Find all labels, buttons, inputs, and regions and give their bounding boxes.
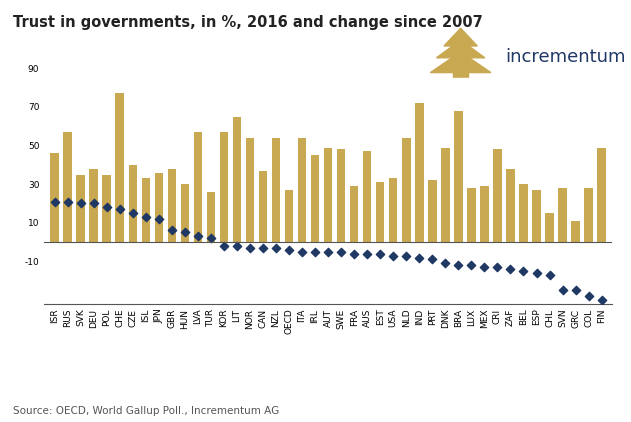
Bar — [454, 111, 463, 242]
Bar — [245, 138, 254, 242]
Bar — [76, 175, 85, 242]
Bar — [141, 179, 150, 242]
Point — [453, 262, 463, 269]
Point — [531, 270, 541, 276]
Bar — [453, 70, 468, 84]
Bar — [389, 179, 398, 242]
Point — [193, 233, 203, 240]
Bar — [207, 192, 215, 242]
Point — [271, 244, 281, 251]
Point — [76, 200, 86, 207]
Bar — [533, 190, 541, 242]
Text: Source: OECD, World Gallup Poll., Incrementum AG: Source: OECD, World Gallup Poll., Increm… — [13, 406, 279, 416]
Point — [245, 244, 255, 251]
Point — [545, 271, 555, 278]
Point — [127, 210, 138, 216]
Bar — [180, 184, 189, 242]
Point — [219, 243, 229, 249]
Point — [88, 200, 98, 207]
Point — [414, 254, 424, 261]
Text: Trust in governments, in %, 2016 and change since 2007: Trust in governments, in %, 2016 and cha… — [13, 14, 482, 30]
Point — [570, 287, 581, 294]
Bar — [285, 190, 293, 242]
Point — [258, 244, 268, 251]
Point — [206, 235, 216, 241]
Point — [284, 246, 294, 253]
Point — [427, 256, 437, 263]
Bar — [233, 116, 241, 242]
Point — [480, 264, 490, 271]
Bar — [493, 149, 502, 242]
Point — [388, 252, 398, 259]
Polygon shape — [430, 52, 491, 73]
Point — [232, 243, 242, 249]
Point — [596, 297, 606, 303]
Point — [440, 260, 451, 267]
Point — [519, 268, 529, 274]
Bar — [50, 153, 59, 242]
Point — [349, 250, 359, 257]
Bar — [402, 138, 411, 242]
Bar — [90, 169, 98, 242]
Point — [310, 249, 320, 255]
Polygon shape — [437, 40, 485, 58]
Point — [102, 204, 112, 211]
Bar — [272, 138, 280, 242]
Bar — [571, 221, 580, 242]
Bar — [376, 182, 384, 242]
Point — [401, 252, 411, 259]
Bar — [441, 148, 449, 242]
Point — [167, 227, 177, 234]
Bar — [480, 186, 488, 242]
Point — [336, 249, 346, 255]
Bar — [558, 188, 567, 242]
Bar — [168, 169, 176, 242]
Point — [62, 198, 73, 205]
Point — [50, 198, 60, 205]
Bar — [115, 93, 124, 242]
Point — [375, 250, 386, 257]
Bar — [519, 184, 528, 242]
Bar — [194, 132, 202, 242]
Bar — [337, 149, 345, 242]
Bar — [363, 151, 372, 242]
Bar — [220, 132, 228, 242]
Point — [558, 287, 568, 294]
Point — [492, 264, 502, 271]
Point — [180, 229, 190, 236]
Bar — [324, 148, 333, 242]
Bar — [428, 180, 437, 242]
Bar — [259, 170, 267, 242]
Polygon shape — [444, 28, 477, 46]
Bar — [311, 155, 319, 242]
Bar — [584, 188, 593, 242]
Point — [362, 250, 372, 257]
Bar — [415, 103, 423, 242]
Point — [466, 262, 476, 269]
Point — [154, 216, 164, 222]
Bar — [506, 169, 515, 242]
Bar — [155, 173, 163, 242]
Point — [505, 266, 516, 273]
Bar — [298, 138, 306, 242]
Point — [297, 249, 307, 255]
Point — [141, 214, 151, 220]
Bar — [545, 213, 554, 242]
Bar — [598, 148, 606, 242]
Point — [323, 249, 333, 255]
Bar — [467, 188, 476, 242]
Bar — [442, 78, 480, 84]
Text: incrementum: incrementum — [505, 48, 625, 66]
Point — [115, 206, 125, 213]
Bar — [129, 165, 137, 242]
Bar — [102, 175, 111, 242]
Bar — [350, 186, 358, 242]
Point — [584, 293, 594, 300]
Bar — [63, 132, 72, 242]
